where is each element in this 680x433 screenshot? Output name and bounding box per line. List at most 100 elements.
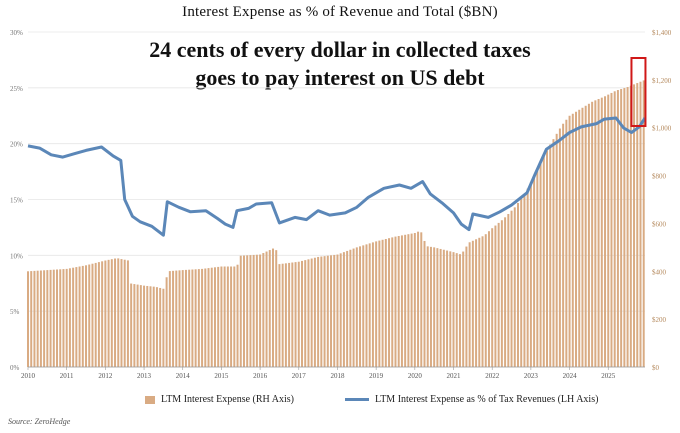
bar xyxy=(114,258,117,367)
bar xyxy=(520,198,523,367)
left-tick-label: 15% xyxy=(10,197,23,205)
chart-annotation: 24 cents of every dollar in collected ta… xyxy=(40,36,640,92)
bar xyxy=(549,144,552,367)
legend-bar-swatch xyxy=(145,395,155,404)
bar xyxy=(623,88,626,367)
bar xyxy=(410,233,413,367)
bar xyxy=(420,232,423,367)
bar xyxy=(636,83,639,368)
bar xyxy=(123,259,126,367)
bar xyxy=(513,207,516,367)
bar xyxy=(491,228,494,367)
bar xyxy=(97,262,100,367)
bar xyxy=(378,240,381,367)
bar xyxy=(194,269,197,367)
bar xyxy=(81,265,84,367)
bar xyxy=(352,248,355,367)
axes: 0% 5% 10% 15% 20% 25% 30% $0 $200 $400 $600 $800 $1,… xyxy=(10,29,672,380)
bar xyxy=(568,115,571,367)
bar xyxy=(462,251,465,367)
bar xyxy=(126,260,129,367)
x-tick-label: 2017 xyxy=(292,372,307,380)
bar xyxy=(236,264,239,367)
bar xyxy=(271,248,274,367)
left-tick-label: 30% xyxy=(10,29,23,37)
bar xyxy=(475,239,478,367)
bar xyxy=(546,150,548,367)
bar xyxy=(220,266,223,367)
left-tick-label: 20% xyxy=(10,141,23,149)
left-tick-label: 25% xyxy=(10,85,23,93)
bar xyxy=(301,260,304,367)
bar xyxy=(455,253,458,367)
bar xyxy=(600,97,603,368)
bar xyxy=(346,250,349,367)
bar xyxy=(294,262,297,367)
bar xyxy=(172,270,175,367)
right-tick-label: $1,200 xyxy=(652,77,672,85)
bar xyxy=(233,266,236,367)
bar xyxy=(465,246,468,367)
bar-series xyxy=(27,80,645,368)
x-tick-label: 2021 xyxy=(447,372,462,380)
bar xyxy=(291,262,294,367)
bar xyxy=(204,268,207,367)
bar xyxy=(497,222,500,367)
bar xyxy=(426,246,429,367)
bar xyxy=(139,285,142,367)
bar xyxy=(88,264,91,367)
bar xyxy=(407,234,410,367)
right-tick-label: $1,000 xyxy=(652,125,672,133)
bar xyxy=(75,267,78,367)
bar xyxy=(72,267,75,367)
bar xyxy=(500,220,503,367)
bar xyxy=(436,248,439,367)
bar xyxy=(452,252,455,367)
bar xyxy=(365,244,368,367)
bar xyxy=(597,99,600,367)
bar xyxy=(255,254,258,367)
bar xyxy=(85,265,88,367)
bar xyxy=(304,260,307,367)
bar xyxy=(239,255,242,367)
bar xyxy=(120,259,123,367)
bar xyxy=(246,255,249,367)
bar xyxy=(633,84,636,367)
bar xyxy=(533,175,536,367)
bar xyxy=(433,247,436,367)
bar xyxy=(494,225,497,367)
bar xyxy=(571,113,574,367)
bar xyxy=(397,235,400,367)
bar xyxy=(594,100,597,367)
bar xyxy=(355,247,358,367)
bar xyxy=(191,269,194,367)
bar xyxy=(56,269,59,367)
bar xyxy=(471,240,474,367)
bar xyxy=(620,89,623,368)
series-line xyxy=(27,116,647,237)
bar xyxy=(339,253,342,367)
bar xyxy=(49,269,52,367)
bar xyxy=(400,235,403,367)
bar xyxy=(362,245,365,367)
highlight-box xyxy=(630,57,647,127)
bar xyxy=(43,270,46,367)
right-tick-label: $800 xyxy=(652,173,667,181)
bar xyxy=(516,202,519,367)
bar xyxy=(565,119,568,367)
bar xyxy=(610,92,613,367)
bar xyxy=(591,101,594,368)
bar xyxy=(526,188,529,367)
bar xyxy=(626,87,629,368)
bar xyxy=(587,103,590,368)
bar xyxy=(446,250,449,367)
bar xyxy=(288,262,291,367)
bar xyxy=(342,252,345,367)
bar xyxy=(213,267,216,367)
bar xyxy=(207,268,210,367)
bar xyxy=(442,249,445,367)
bar xyxy=(417,231,420,367)
bar xyxy=(94,262,97,367)
bar xyxy=(539,162,542,367)
